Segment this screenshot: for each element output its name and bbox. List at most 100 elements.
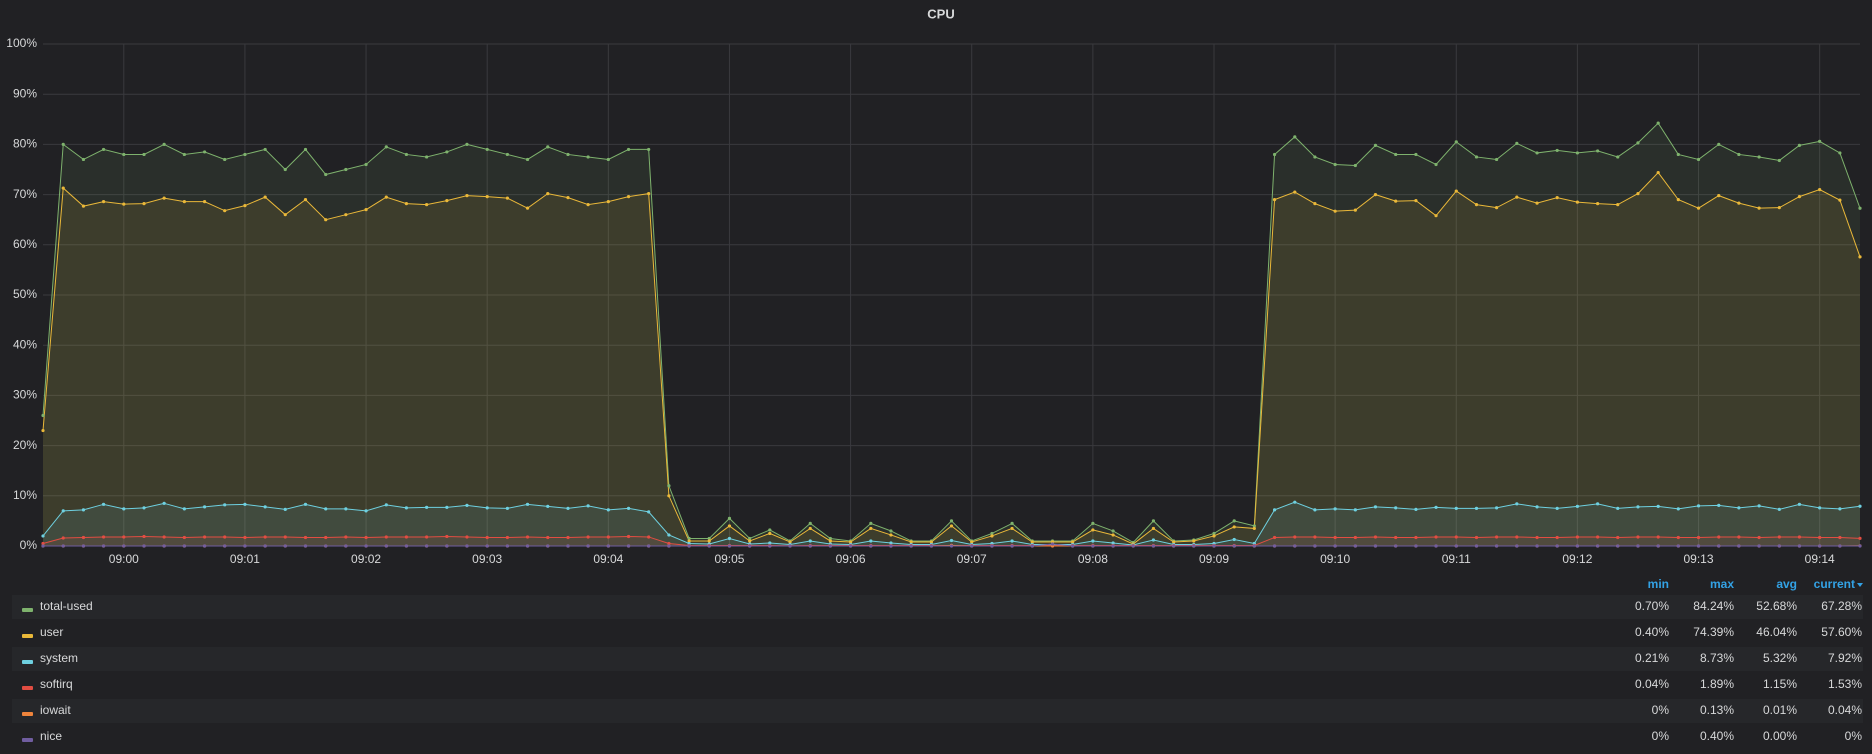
data-point (1474, 535, 1479, 540)
data-point (949, 519, 954, 523)
data-point (566, 152, 570, 157)
legend-series-name[interactable]: nice (40, 729, 62, 743)
data-point (1838, 535, 1842, 540)
legend-stat: 0.13% (1700, 703, 1734, 717)
data-point (404, 202, 408, 206)
data-point (1252, 544, 1256, 548)
data-point (929, 544, 933, 548)
data-point (1777, 544, 1781, 548)
data-point (61, 536, 65, 540)
sort-caret[interactable] (1857, 583, 1863, 587)
panel-title[interactable]: CPU (927, 6, 954, 21)
data-point (1858, 544, 1862, 548)
legend-series-name[interactable]: iowait (40, 703, 71, 717)
data-point (1838, 151, 1842, 155)
data-point (606, 508, 610, 512)
data-point (566, 506, 570, 510)
legend-series-name[interactable]: user (40, 625, 63, 639)
y-tick-label: 60% (13, 237, 37, 251)
data-point (929, 540, 933, 544)
data-point (626, 544, 631, 548)
data-point (1717, 142, 1721, 146)
data-point (1535, 151, 1539, 155)
data-point (1636, 141, 1640, 145)
data-point (1515, 141, 1519, 145)
data-point (364, 509, 368, 513)
data-point (1434, 162, 1438, 167)
legend-swatch[interactable] (22, 660, 33, 664)
y-tick-label: 50% (13, 287, 37, 301)
data-point (41, 413, 45, 418)
y-tick-label: 100% (6, 36, 37, 50)
data-point (1394, 152, 1398, 157)
data-point (1414, 152, 1418, 157)
data-point (808, 526, 812, 531)
data-point (1838, 544, 1842, 548)
legend-row-background (12, 673, 1863, 697)
data-point (1515, 502, 1519, 506)
y-tick-label: 0% (20, 538, 38, 552)
data-point (687, 539, 691, 543)
legend-column-header[interactable]: current (1814, 577, 1855, 591)
data-point (1313, 508, 1317, 512)
legend-series-name[interactable]: system (40, 651, 78, 665)
data-point (1616, 203, 1620, 207)
data-point (1696, 544, 1701, 548)
data-point (445, 534, 449, 539)
legend-swatch[interactable] (22, 738, 33, 742)
data-point (384, 145, 388, 149)
legend-swatch[interactable] (22, 608, 33, 612)
data-point (1474, 506, 1479, 510)
data-point (485, 535, 489, 540)
data-point (1656, 121, 1660, 125)
data-point (647, 510, 651, 514)
data-point (1454, 189, 1458, 193)
legend-swatch[interactable] (22, 712, 33, 716)
y-tick-label: 30% (13, 388, 37, 402)
data-point (202, 535, 207, 539)
data-point (465, 503, 469, 507)
legend-column-header[interactable]: min (1648, 577, 1669, 591)
data-point (41, 428, 45, 433)
data-point (1030, 540, 1034, 544)
data-point (1676, 544, 1680, 548)
data-point (1757, 504, 1761, 508)
legend-stat: 74.39% (1693, 625, 1734, 639)
legend-series-name[interactable]: total-used (40, 599, 93, 613)
data-point (1333, 162, 1337, 167)
data-point (1212, 534, 1216, 538)
legend-stat: 0% (1652, 703, 1670, 717)
data-point (202, 544, 207, 548)
data-point (848, 540, 853, 544)
x-tick-label: 09:13 (1684, 552, 1714, 566)
legend-swatch[interactable] (22, 634, 33, 638)
data-point (223, 503, 227, 507)
data-point (1575, 200, 1579, 204)
data-point (1474, 203, 1479, 207)
legend-swatch[interactable] (22, 686, 33, 690)
data-point (949, 524, 954, 528)
data-point (364, 544, 368, 548)
data-point (586, 155, 590, 159)
data-point (1172, 540, 1176, 544)
data-point (1777, 507, 1781, 511)
legend-column-header[interactable]: avg (1776, 577, 1797, 591)
data-point (1696, 206, 1701, 210)
data-point (1010, 544, 1014, 548)
data-point (465, 544, 469, 548)
data-point (869, 526, 873, 531)
x-tick-label: 09:10 (1320, 552, 1350, 566)
data-point (384, 503, 388, 507)
data-point (1474, 544, 1479, 548)
data-point (1676, 535, 1680, 540)
data-point (647, 191, 651, 196)
data-point (263, 505, 267, 509)
data-point (364, 535, 368, 540)
data-point (667, 494, 671, 498)
data-point (344, 544, 348, 548)
data-point (1333, 507, 1337, 511)
legend-series-name[interactable]: softirq (40, 677, 73, 691)
data-point (808, 544, 812, 548)
data-point (465, 535, 469, 539)
legend-column-header[interactable]: max (1710, 577, 1734, 591)
